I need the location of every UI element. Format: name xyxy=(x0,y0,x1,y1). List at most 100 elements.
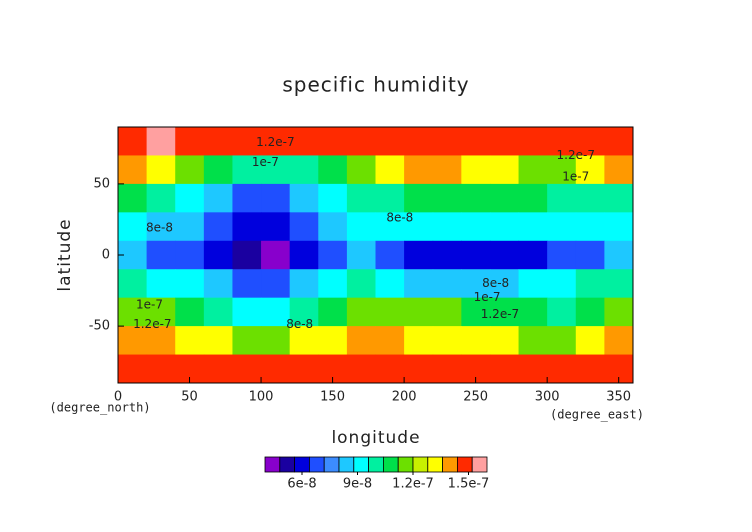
contour-cell xyxy=(375,269,405,299)
contour-cell xyxy=(318,212,348,242)
y-tick-label: -50 xyxy=(89,319,110,334)
x-tick-label: 250 xyxy=(463,390,488,405)
colorbar-box xyxy=(382,456,399,473)
contour-cell xyxy=(375,326,405,356)
contour-cell xyxy=(318,326,348,356)
colorbar-label: 9e-8 xyxy=(343,477,372,492)
contour-cell xyxy=(404,240,434,270)
contour-cell xyxy=(175,297,205,327)
contour-cell xyxy=(432,354,462,384)
contour-cell xyxy=(432,155,462,185)
contour-cell xyxy=(518,240,548,270)
contour-cell xyxy=(261,240,291,270)
contour-cell xyxy=(318,297,348,327)
contour-cell xyxy=(146,269,176,299)
y-unit: (degree_north) xyxy=(49,401,150,415)
contour-cell xyxy=(518,354,548,384)
contour-cell xyxy=(146,127,176,156)
contour-cell xyxy=(261,212,291,242)
contour-cell xyxy=(289,155,319,185)
contour-cell xyxy=(203,354,233,384)
contour-cell xyxy=(461,269,491,299)
contour-cell xyxy=(518,269,548,299)
contour-cell xyxy=(289,297,319,327)
contour-cell xyxy=(289,183,319,213)
contour-cell xyxy=(461,127,491,156)
contour-cell xyxy=(432,326,462,356)
contour-cell xyxy=(432,212,462,242)
contour-cell xyxy=(575,127,605,156)
contour-label: 1.2e-7 xyxy=(133,317,171,331)
contour-cell xyxy=(604,127,634,156)
contour-cell xyxy=(604,326,634,356)
contour-cell xyxy=(375,297,405,327)
contour-cell xyxy=(175,269,205,299)
contour-cell xyxy=(118,297,148,327)
colorbar-box xyxy=(368,456,384,473)
contour-cell xyxy=(489,183,520,213)
contour-cell xyxy=(375,240,405,270)
contour-cell xyxy=(289,212,319,242)
contour-cell xyxy=(118,183,148,213)
contour-cell xyxy=(404,212,434,242)
contour-cell xyxy=(547,183,577,213)
contour-label: 1.2e-7 xyxy=(256,135,294,149)
contour-cell xyxy=(461,183,491,213)
contour-cell xyxy=(547,155,577,185)
y-tick-label: 0 xyxy=(102,248,110,263)
contour-cell xyxy=(175,240,205,270)
contour-cell xyxy=(575,240,605,270)
contour-cell xyxy=(146,212,176,242)
contour-cell xyxy=(375,183,405,213)
colorbar-box xyxy=(353,456,369,473)
contour-cell xyxy=(404,127,434,156)
contour-cell xyxy=(232,155,262,185)
contour-cell xyxy=(232,326,262,356)
contour-cell xyxy=(118,354,148,384)
contour-cell xyxy=(261,269,291,299)
contour-cell xyxy=(375,127,405,156)
colorbar-box xyxy=(308,456,325,473)
contour-cell xyxy=(318,127,348,156)
colorbar-box xyxy=(456,456,473,473)
contour-cell xyxy=(175,127,205,156)
contour-cell xyxy=(489,155,520,185)
contour-cell xyxy=(346,354,376,384)
contour-cell xyxy=(175,326,205,356)
contour-cell xyxy=(604,155,634,185)
contour-cell xyxy=(346,155,376,185)
contour-cell xyxy=(118,127,148,156)
contour-cell xyxy=(346,297,376,327)
contour-cell xyxy=(375,212,405,242)
contour-cell xyxy=(289,269,319,299)
contour-cell xyxy=(232,354,262,384)
contour-cell xyxy=(261,155,291,185)
contour-cell xyxy=(575,212,605,242)
contour-cell xyxy=(489,127,520,156)
contour-cell xyxy=(547,269,577,299)
contour-cell xyxy=(232,127,262,156)
contour-cell xyxy=(489,240,520,270)
contour-cell xyxy=(547,354,577,384)
contour-cell xyxy=(518,183,548,213)
contour-cell xyxy=(175,212,205,242)
contour-cell xyxy=(432,269,462,299)
contour-cell xyxy=(461,240,491,270)
contour-cell xyxy=(575,183,605,213)
contour-cell xyxy=(375,155,405,185)
contour-cell xyxy=(432,240,462,270)
contour-cell xyxy=(604,183,634,213)
contour-cell xyxy=(547,326,577,356)
contour-cell xyxy=(518,212,548,242)
contour-cell xyxy=(318,183,348,213)
contour-cell xyxy=(518,127,548,156)
x-tick-label: 300 xyxy=(535,390,560,405)
contour-cell xyxy=(404,183,434,213)
contour-cell xyxy=(118,212,148,242)
colorbar-label: 1.2e-7 xyxy=(392,477,434,492)
contour-cell xyxy=(203,155,233,185)
contour-label: 1.2e-7 xyxy=(481,307,519,321)
contour-cell xyxy=(346,269,376,299)
contour-cell xyxy=(232,297,262,327)
